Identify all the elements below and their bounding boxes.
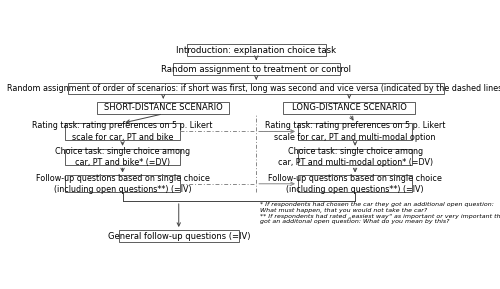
Text: What must happen, that you would not take the car?: What must happen, that you would not tak…: [260, 208, 428, 213]
Text: Choice task: single choice among
car, PT and bike* (=DV): Choice task: single choice among car, PT…: [55, 147, 190, 167]
FancyBboxPatch shape: [186, 44, 326, 56]
Text: Follow-up questions based on single choice
(including open questions**) (=IV): Follow-up questions based on single choi…: [268, 174, 442, 194]
Text: SHORT-DISTANCE SCENARIO: SHORT-DISTANCE SCENARIO: [104, 103, 222, 112]
Text: ** If respondents had rated „easiest way“ as important or very important they: ** If respondents had rated „easiest way…: [260, 214, 500, 218]
FancyBboxPatch shape: [66, 175, 180, 192]
FancyBboxPatch shape: [298, 123, 412, 140]
Text: Rating task: rating preferences on 5 p. Likert
scale for car, PT and bike: Rating task: rating preferences on 5 p. …: [32, 121, 213, 142]
FancyBboxPatch shape: [298, 149, 412, 165]
FancyBboxPatch shape: [68, 83, 444, 94]
Text: Follow-up questions based on single choice
(including open questions**) (=IV): Follow-up questions based on single choi…: [36, 174, 210, 194]
FancyBboxPatch shape: [118, 230, 239, 242]
Text: Rating task: rating preferences on 5 p. Likert
scale for car, PT and multi-modal: Rating task: rating preferences on 5 p. …: [265, 121, 446, 142]
FancyBboxPatch shape: [173, 63, 340, 75]
Text: * If respondents had chosen the car they got an additional open question:: * If respondents had chosen the car they…: [260, 202, 494, 207]
Text: Choice task: single choice among
car, PT and multi-modal option* (=DV): Choice task: single choice among car, PT…: [278, 147, 432, 167]
FancyBboxPatch shape: [66, 149, 180, 165]
FancyBboxPatch shape: [66, 123, 180, 140]
FancyBboxPatch shape: [284, 101, 415, 114]
Text: LONG-DISTANCE SCENARIO: LONG-DISTANCE SCENARIO: [292, 103, 406, 112]
Text: got an additonal open question: What do you mean by this?: got an additonal open question: What do …: [260, 219, 450, 224]
Text: General follow-up questions (=IV): General follow-up questions (=IV): [108, 231, 250, 240]
FancyBboxPatch shape: [298, 175, 412, 192]
FancyBboxPatch shape: [98, 101, 229, 114]
Text: Random assignment to treatment or control: Random assignment to treatment or contro…: [161, 65, 351, 74]
Text: Introduction: explanation choice task: Introduction: explanation choice task: [176, 46, 336, 55]
Text: Random assignment of order of scenarios: if short was first, long was second and: Random assignment of order of scenarios:…: [7, 84, 500, 93]
